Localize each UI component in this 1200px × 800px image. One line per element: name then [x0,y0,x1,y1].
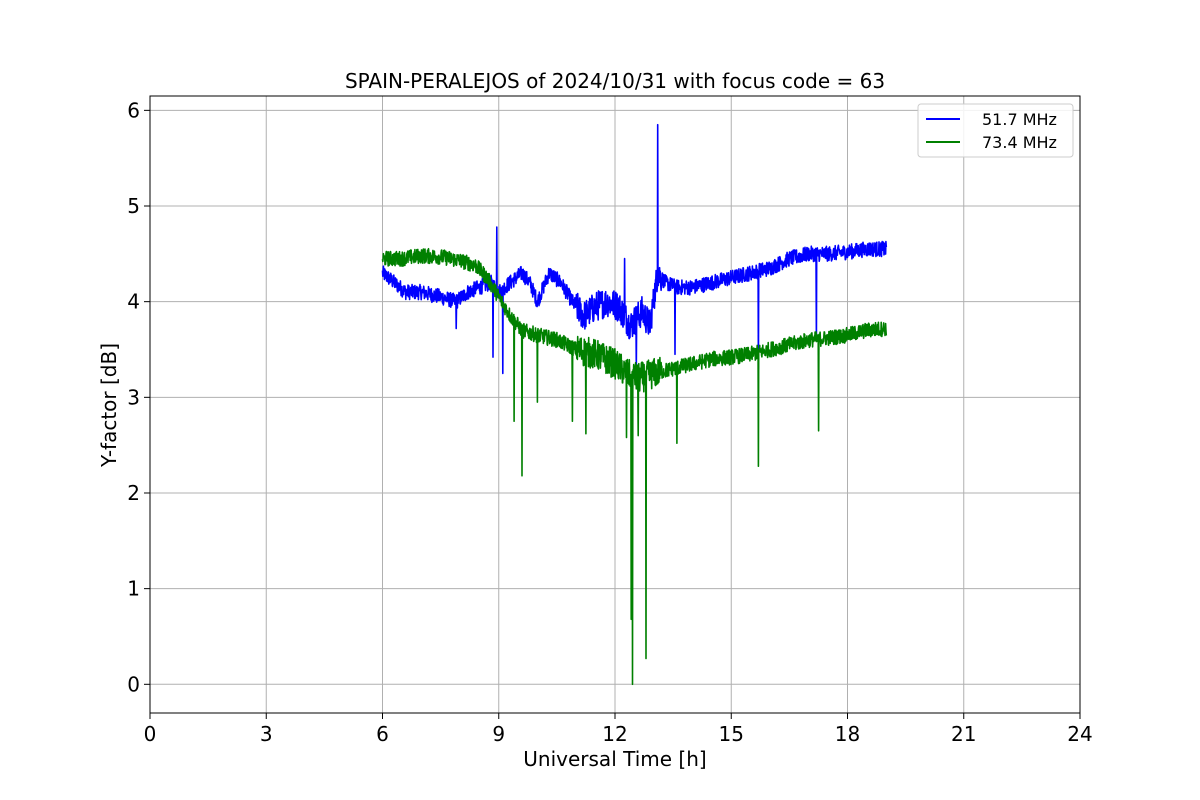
x-tick-label: 15 [719,722,744,746]
legend-label: 73.4 MHz [982,133,1057,152]
y-axis: 0 1 2 3 4 5 6 [127,98,150,696]
legend-box [917,103,1074,158]
y-tick-label: 5 [127,194,140,218]
y-tick-label: 2 [127,481,140,505]
x-axis: 0 3 6 9 12 15 18 21 24 [144,713,1093,746]
x-tick-label: 21 [951,722,976,746]
y-tick-label: 4 [127,290,140,314]
x-axis-title: Universal Time [h] [523,747,706,771]
y-tick-label: 3 [127,385,140,409]
series-line-1 [381,123,888,375]
x-tick-label: 6 [376,722,389,746]
legend: 51.7 MHz 73.4 MHz [917,103,1074,158]
y-tick-label: 6 [127,98,140,122]
series-layer [381,123,888,686]
x-tick-label: 24 [1067,722,1092,746]
series-line-2 [381,247,888,686]
grid [149,96,1081,713]
y-tick-label: 1 [127,577,140,601]
x-tick-label: 18 [835,722,860,746]
x-tick-label: 3 [260,722,273,746]
y-tick-label: 0 [127,672,140,696]
x-tick-label: 9 [492,722,505,746]
x-tick-label: 12 [602,722,627,746]
chart-title: SPAIN-PERALEJOS of 2024/10/31 with focus… [345,69,885,93]
y-axis-title: Y-factor [dB] [97,343,121,468]
legend-label: 51.7 MHz [982,110,1057,129]
x-tick-label: 0 [144,722,157,746]
